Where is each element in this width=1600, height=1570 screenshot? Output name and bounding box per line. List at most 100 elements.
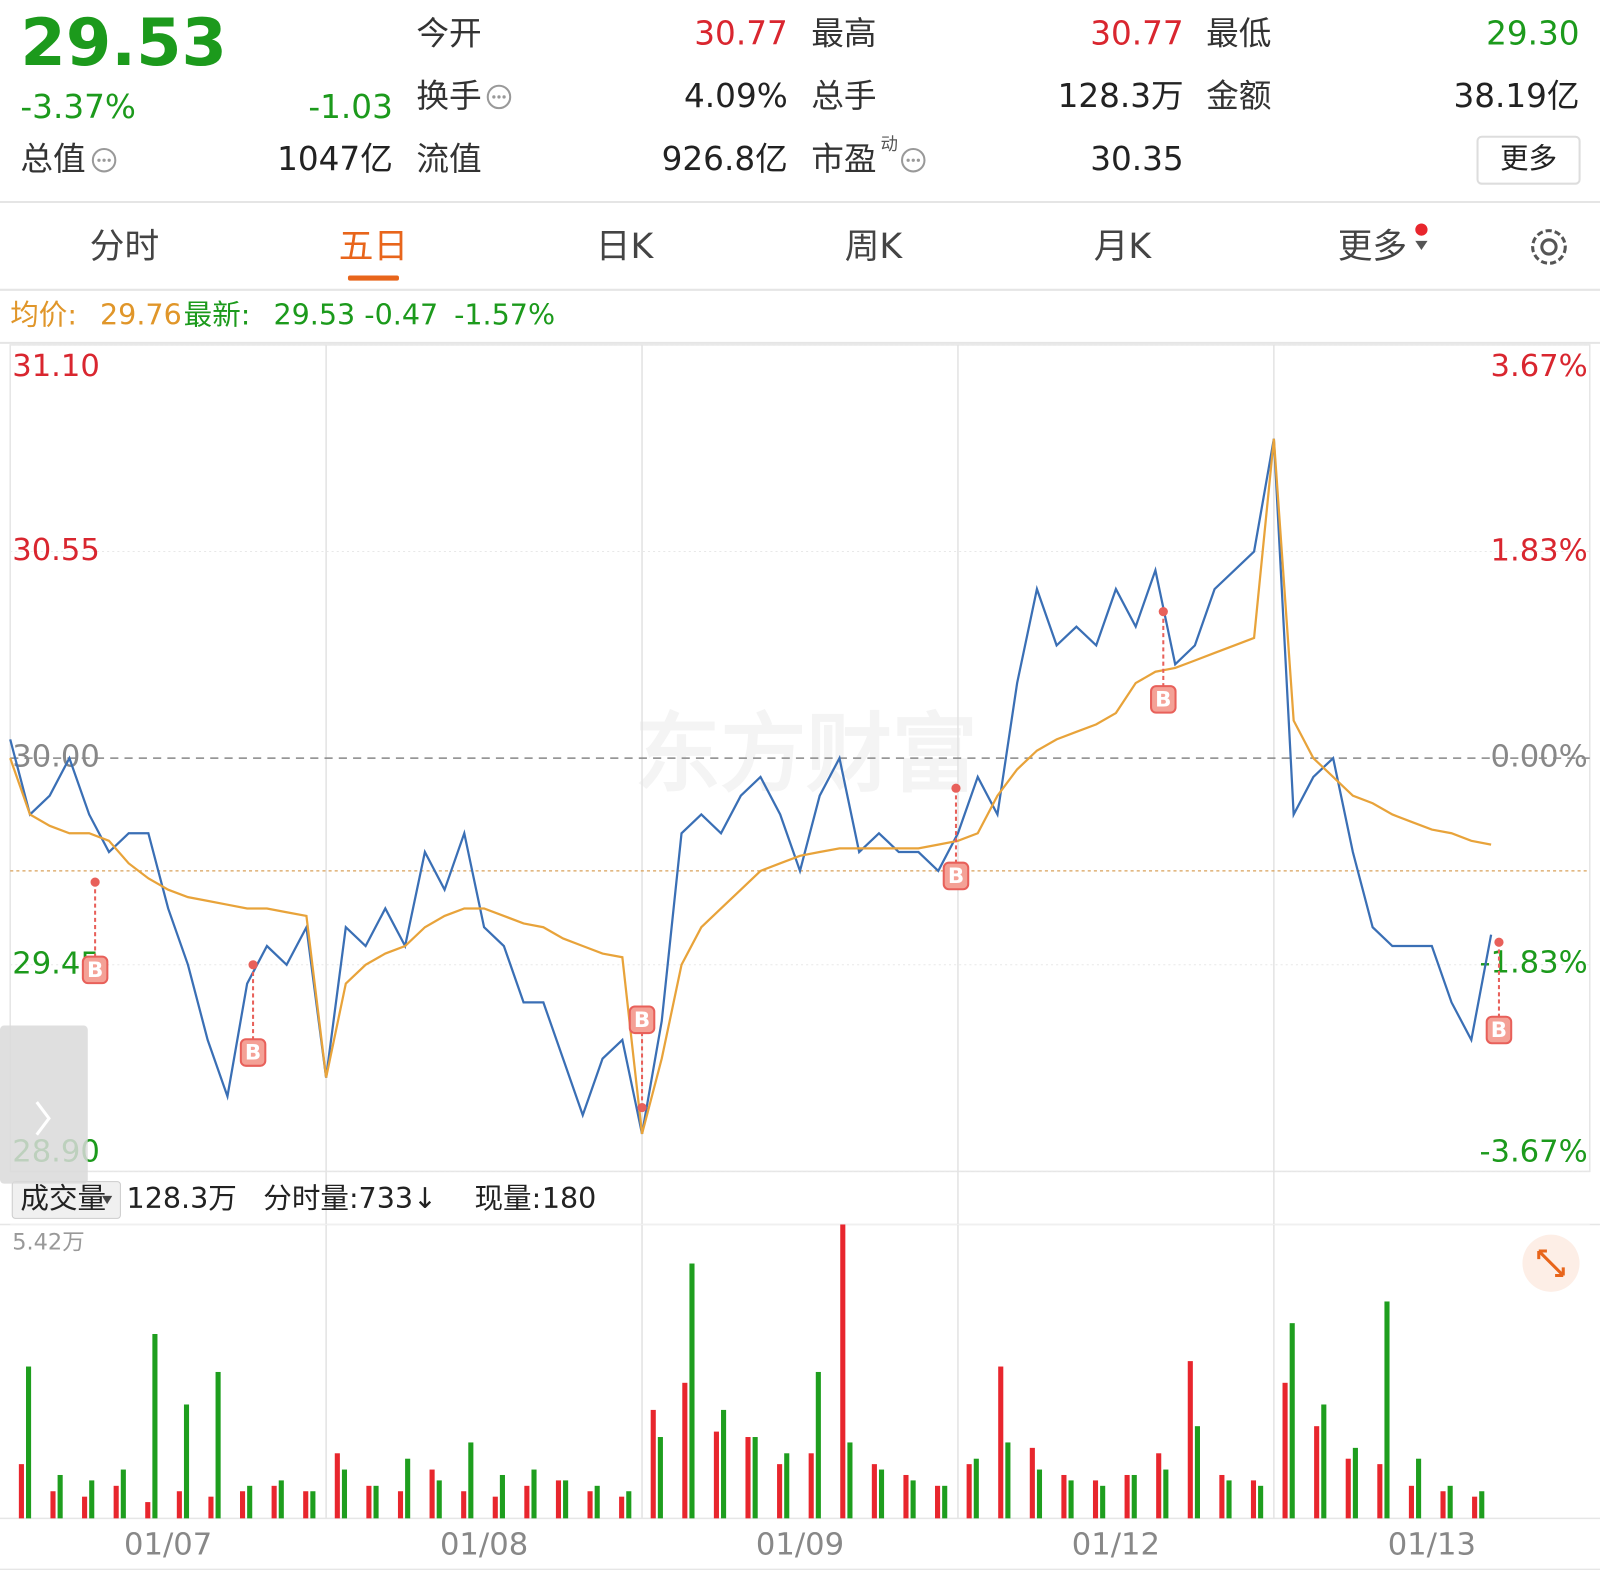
volume-bar xyxy=(57,1474,63,1519)
tab-bar: 分时 五日 日K 周K 月K 更多 xyxy=(90,227,1407,281)
volume-bar xyxy=(152,1334,158,1519)
stat-value: 29.30 xyxy=(1486,15,1579,53)
volume-bar xyxy=(1163,1469,1169,1519)
volume-bar xyxy=(278,1480,284,1519)
volume-bar xyxy=(587,1491,593,1519)
volume-bar xyxy=(405,1458,411,1519)
volume-bar xyxy=(82,1496,88,1519)
tick-volume: 分时量:733↓ xyxy=(263,1181,437,1215)
stat-label: 市盈 xyxy=(811,140,876,178)
content: 29.53 -3.37% -1.03 总值 1047亿 今开 30.77 最高 … xyxy=(0,5,1600,1570)
volume-bar xyxy=(531,1469,537,1519)
volume-selector[interactable]: 成交量 xyxy=(11,1181,121,1219)
x-tick-label: 01/08 xyxy=(440,1527,528,1562)
volume-bar xyxy=(247,1485,253,1519)
volume-selector-label[interactable]: 成交量 xyxy=(20,1181,106,1215)
volume-bar xyxy=(808,1453,814,1519)
stat-value: 30.77 xyxy=(694,15,787,53)
volume-bar xyxy=(973,1458,979,1519)
more-button[interactable]: 更多 xyxy=(1476,135,1581,185)
volume-bar xyxy=(650,1409,656,1519)
volume-bar xyxy=(208,1496,214,1519)
volume-bar xyxy=(1352,1447,1358,1519)
x-tick-label: 01/12 xyxy=(1072,1527,1160,1562)
volume-bar xyxy=(366,1485,372,1519)
volume-bar xyxy=(1321,1404,1327,1519)
volume-bar xyxy=(468,1442,474,1519)
volume-bar xyxy=(239,1491,246,1519)
tab[interactable]: 周K xyxy=(845,227,904,267)
volume-bar xyxy=(1472,1496,1478,1519)
volume-bar xyxy=(1479,1491,1485,1519)
volume-bar xyxy=(998,1366,1004,1519)
volume-bar xyxy=(1061,1474,1067,1519)
stat-superscript: 动 xyxy=(881,135,898,155)
expand-icon[interactable] xyxy=(1522,1234,1580,1292)
y2-tick-label: 0.00% xyxy=(1490,740,1587,775)
stat-label: 金额 xyxy=(1206,77,1271,115)
last-change: -0.47 xyxy=(364,297,438,331)
volume-bar xyxy=(176,1491,182,1519)
tab[interactable]: 五日 xyxy=(339,227,408,267)
volume-bar xyxy=(966,1464,972,1519)
volume-bar xyxy=(310,1491,316,1519)
volume-bar xyxy=(1345,1458,1351,1519)
change: -1.03 xyxy=(308,88,392,126)
tab[interactable]: 更多 xyxy=(1338,227,1407,267)
volume-bar xyxy=(657,1437,663,1519)
y2-tick-label: -3.67% xyxy=(1479,1135,1587,1170)
marker-badge xyxy=(239,1038,267,1067)
volume-bar xyxy=(752,1437,758,1519)
volume-bar xyxy=(626,1491,632,1519)
volume-bar xyxy=(1005,1442,1011,1519)
marker-label: B xyxy=(948,864,964,889)
tab[interactable]: 分时 xyxy=(90,227,159,267)
volume-bar xyxy=(903,1474,909,1519)
volume-bar xyxy=(682,1382,688,1519)
y-tick-label: 30.55 xyxy=(12,533,100,568)
watermark: 东方财富 xyxy=(635,705,978,805)
volume-bar xyxy=(840,1224,846,1519)
dropdown-arrow xyxy=(1415,240,1428,250)
volume-bar xyxy=(847,1442,853,1519)
volume-bar xyxy=(777,1464,783,1519)
volume-bar xyxy=(113,1485,119,1519)
price: 29.53 xyxy=(20,5,227,81)
volume-bar xyxy=(1258,1485,1264,1519)
volume-bar xyxy=(619,1496,625,1519)
volume-bar xyxy=(721,1409,727,1519)
plot: 东方财富31.1030.5530.0029.4528.903.67%1.83%0… xyxy=(0,344,1600,1570)
price-line xyxy=(9,438,1492,1135)
volume-bar xyxy=(942,1485,948,1519)
tab[interactable]: 日K xyxy=(596,227,655,267)
settings-icon[interactable] xyxy=(1531,229,1567,265)
volume-bar xyxy=(215,1371,221,1519)
badge-dot xyxy=(1415,223,1428,236)
marker-dot xyxy=(1158,607,1168,617)
last-label: 最新: xyxy=(184,297,251,331)
more-button-label[interactable]: 更多 xyxy=(1500,141,1557,175)
volume-bar xyxy=(815,1371,821,1519)
marker-badge xyxy=(942,861,970,891)
volume-bar xyxy=(1447,1485,1453,1519)
volume-bar xyxy=(563,1480,569,1519)
side-drawer-handle[interactable] xyxy=(0,1025,88,1184)
stat-value: 1047亿 xyxy=(277,140,393,178)
stat-label: 最低 xyxy=(1206,15,1271,53)
change-pct: -3.37% xyxy=(20,88,135,126)
marker-label: B xyxy=(1491,1018,1507,1043)
volume-bar xyxy=(1036,1469,1043,1519)
marker-dot xyxy=(1494,937,1504,947)
marker-dot xyxy=(248,960,258,970)
volume-bar xyxy=(1187,1361,1193,1519)
now-volume-value: 180 xyxy=(542,1181,597,1215)
y-tick-label: 31.10 xyxy=(12,349,100,384)
avg-label: 均价: xyxy=(10,297,77,331)
tab[interactable]: 月K xyxy=(1094,227,1153,267)
marker-dot xyxy=(951,783,961,793)
tab-underline xyxy=(347,275,399,281)
volume-bar xyxy=(1219,1474,1225,1519)
volume-bar xyxy=(935,1485,941,1519)
volume-bar xyxy=(334,1453,340,1519)
volume-bar xyxy=(303,1491,309,1519)
